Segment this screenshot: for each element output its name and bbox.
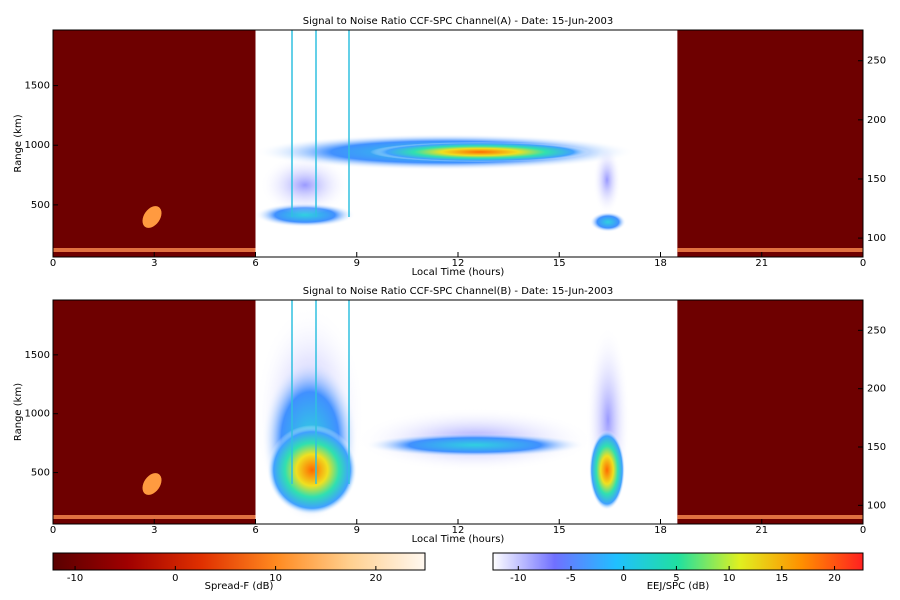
- x-tick-label: 9: [354, 258, 360, 269]
- x-tick-label: 21: [755, 258, 768, 269]
- colorbar-label: Spread-F (dB): [205, 581, 274, 592]
- echo-region: [593, 145, 621, 215]
- y2-tick-label: 150: [867, 442, 886, 453]
- x-tick-label: 0: [50, 525, 56, 536]
- echo-region: [260, 155, 350, 215]
- colorbar-tick-label: 20: [370, 573, 383, 584]
- colorbar-label: EEJ/SPC (dB): [647, 581, 710, 592]
- x-tick-label: 18: [654, 525, 667, 536]
- x-tick-label: 15: [553, 258, 566, 269]
- panel-title: Signal to Noise Ratio CCF-SPC Channel(B)…: [303, 286, 613, 297]
- x-tick-label: 12: [452, 258, 465, 269]
- colorbar-tick-label: 0: [621, 573, 627, 584]
- y2-tick-label: 150: [867, 174, 886, 185]
- colorbar: -10 0 10 20 Spread-F (dB): [52, 552, 426, 592]
- panel-title: Signal to Noise Ratio CCF-SPC Channel(A)…: [303, 16, 613, 27]
- bottom-echo: [53, 248, 256, 252]
- y2-tick-label: 250: [867, 325, 886, 336]
- echo-region: [590, 212, 626, 232]
- x-tick-label: 18: [654, 258, 667, 269]
- echo-region: [589, 430, 625, 510]
- y-axis-label: Range (km): [13, 383, 24, 441]
- x-tick-label: 15: [553, 525, 566, 536]
- bottom-echo: [53, 515, 256, 519]
- x-tick-label: 12: [452, 525, 465, 536]
- bottom-echo: [677, 515, 863, 519]
- colorbar-tick-label: -5: [566, 573, 576, 584]
- y-tick-label: 500: [31, 200, 50, 211]
- night-region: [677, 30, 863, 257]
- y-axis-label: Range (km): [13, 114, 24, 172]
- colorbar-fill: [492, 552, 864, 571]
- panel: Signal to Noise Ratio CCF-SPC Channel(B)…: [13, 286, 886, 545]
- colorbar-tick-label: 5: [673, 573, 679, 584]
- colorbar-tick-label: 20: [828, 573, 841, 584]
- colorbar-tick-label: 15: [775, 573, 788, 584]
- colorbar-fill: [52, 552, 426, 571]
- y2-tick-label: 100: [867, 233, 886, 244]
- echo-region: [370, 142, 590, 162]
- bottom-echo: [677, 248, 863, 252]
- echo-patch: [142, 473, 162, 495]
- y2-tick-label: 200: [867, 384, 886, 395]
- y-tick-label: 1000: [25, 140, 50, 151]
- echo-patch: [142, 206, 162, 228]
- y2-tick-label: 250: [867, 56, 886, 67]
- x-tick-label: 0: [860, 525, 866, 536]
- y-tick-label: 500: [31, 468, 50, 479]
- x-tick-label: 0: [50, 258, 56, 269]
- y-tick-label: 1500: [25, 350, 50, 361]
- colorbar-tick-label: -10: [67, 573, 83, 584]
- night-region: [677, 300, 863, 524]
- colorbar-tick-label: 10: [723, 573, 736, 584]
- x-axis-label: Local Time (hours): [412, 534, 505, 545]
- x-tick-label: 3: [151, 525, 157, 536]
- x-tick-label: 21: [755, 525, 768, 536]
- echo-region: [365, 433, 585, 457]
- x-axis-label: Local Time (hours): [412, 267, 505, 278]
- x-tick-label: 6: [252, 258, 258, 269]
- x-tick-label: 6: [252, 525, 258, 536]
- echo-region: [267, 425, 357, 515]
- y2-tick-label: 100: [867, 500, 886, 511]
- colorbar-tick-label: -10: [510, 573, 526, 584]
- y-tick-label: 1000: [25, 409, 50, 420]
- y2-tick-label: 200: [867, 115, 886, 126]
- colorbar: -10 -5 0 5 10 15 20 EEJ/SPC (dB): [492, 552, 864, 592]
- y-tick-label: 1500: [25, 81, 50, 92]
- colorbar-tick-label: 10: [269, 573, 282, 584]
- x-tick-label: 9: [354, 525, 360, 536]
- colorbar-tick-label: 0: [172, 573, 178, 584]
- x-tick-label: 3: [151, 258, 157, 269]
- panel: Signal to Noise Ratio CCF-SPC Channel(A)…: [13, 16, 886, 278]
- x-tick-label: 0: [860, 258, 866, 269]
